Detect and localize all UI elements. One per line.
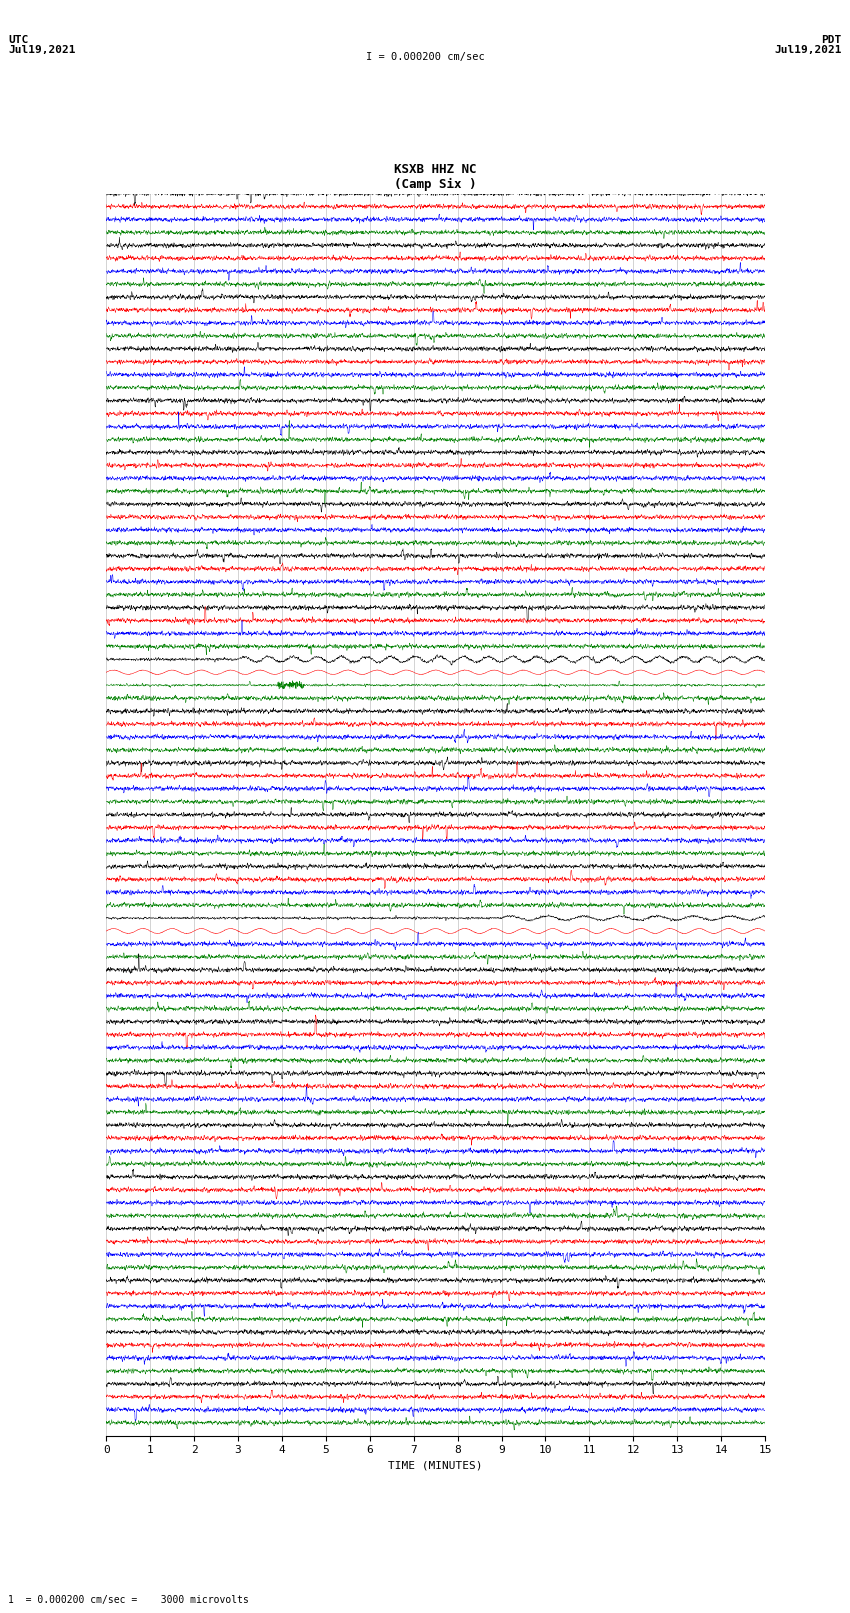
Text: Jul19,2021: Jul19,2021 (774, 45, 842, 55)
X-axis label: TIME (MINUTES): TIME (MINUTES) (388, 1461, 483, 1471)
Title: KSXB HHZ NC
(Camp Six ): KSXB HHZ NC (Camp Six ) (394, 163, 477, 190)
Text: I = 0.000200 cm/sec: I = 0.000200 cm/sec (366, 52, 484, 61)
Text: 1  = 0.000200 cm/sec =    3000 microvolts: 1 = 0.000200 cm/sec = 3000 microvolts (8, 1595, 249, 1605)
Text: PDT: PDT (821, 35, 842, 45)
Text: Jul19,2021: Jul19,2021 (8, 45, 76, 55)
Text: UTC: UTC (8, 35, 29, 45)
